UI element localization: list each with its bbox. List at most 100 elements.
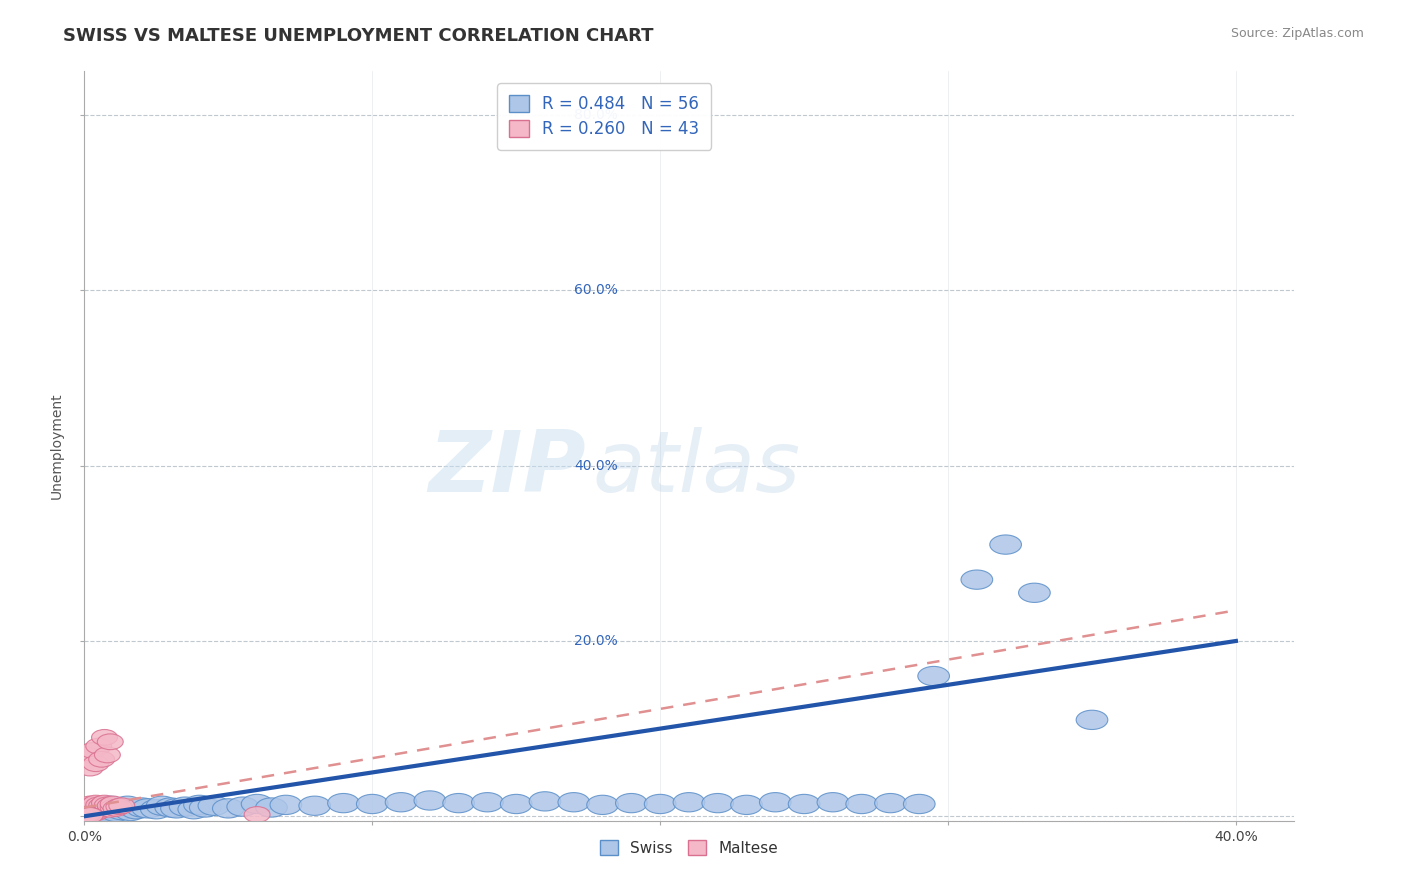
- Ellipse shape: [75, 806, 100, 822]
- Ellipse shape: [86, 803, 111, 819]
- Ellipse shape: [242, 795, 273, 814]
- Ellipse shape: [212, 798, 245, 818]
- Ellipse shape: [121, 799, 152, 819]
- Ellipse shape: [89, 797, 115, 814]
- Ellipse shape: [80, 799, 111, 819]
- Ellipse shape: [83, 756, 108, 772]
- Ellipse shape: [443, 794, 474, 813]
- Ellipse shape: [97, 801, 124, 817]
- Ellipse shape: [91, 803, 124, 822]
- Ellipse shape: [83, 796, 108, 811]
- Ellipse shape: [990, 535, 1022, 554]
- Ellipse shape: [962, 570, 993, 590]
- Ellipse shape: [115, 801, 146, 821]
- Ellipse shape: [89, 751, 115, 767]
- Ellipse shape: [644, 795, 676, 814]
- Ellipse shape: [127, 797, 157, 817]
- Ellipse shape: [89, 801, 115, 817]
- Ellipse shape: [97, 799, 129, 819]
- Ellipse shape: [94, 796, 127, 815]
- Ellipse shape: [72, 807, 97, 823]
- Ellipse shape: [918, 666, 949, 686]
- Ellipse shape: [471, 793, 503, 812]
- Ellipse shape: [77, 805, 103, 822]
- Ellipse shape: [245, 806, 270, 822]
- Ellipse shape: [91, 799, 118, 815]
- Ellipse shape: [94, 797, 121, 813]
- Ellipse shape: [169, 797, 201, 816]
- Ellipse shape: [501, 795, 531, 814]
- Text: atlas: atlas: [592, 427, 800, 510]
- Ellipse shape: [77, 796, 103, 812]
- Ellipse shape: [198, 796, 229, 815]
- Ellipse shape: [586, 796, 619, 814]
- Ellipse shape: [190, 797, 221, 817]
- Ellipse shape: [731, 796, 762, 814]
- Legend: Swiss, Maltese: Swiss, Maltese: [593, 833, 785, 862]
- Ellipse shape: [184, 796, 215, 814]
- Ellipse shape: [80, 804, 105, 820]
- Ellipse shape: [111, 796, 143, 815]
- Text: 80.0%: 80.0%: [574, 108, 619, 122]
- Ellipse shape: [97, 734, 124, 749]
- Ellipse shape: [77, 799, 103, 815]
- Ellipse shape: [103, 797, 135, 817]
- Text: 40.0%: 40.0%: [574, 458, 617, 473]
- Ellipse shape: [141, 799, 172, 819]
- Text: ZIP: ZIP: [429, 427, 586, 510]
- Text: 20.0%: 20.0%: [574, 634, 617, 648]
- Ellipse shape: [83, 798, 108, 814]
- Ellipse shape: [83, 804, 115, 823]
- Ellipse shape: [80, 743, 105, 758]
- Ellipse shape: [89, 801, 121, 821]
- Ellipse shape: [105, 798, 132, 814]
- Ellipse shape: [1076, 710, 1108, 730]
- Ellipse shape: [100, 796, 127, 812]
- Ellipse shape: [86, 739, 111, 754]
- Ellipse shape: [160, 798, 193, 818]
- Ellipse shape: [75, 802, 105, 822]
- Ellipse shape: [270, 796, 302, 814]
- Ellipse shape: [80, 800, 105, 816]
- Ellipse shape: [702, 794, 734, 813]
- Ellipse shape: [80, 797, 105, 813]
- Ellipse shape: [100, 799, 127, 815]
- Ellipse shape: [91, 730, 118, 746]
- Y-axis label: Unemployment: Unemployment: [51, 392, 65, 500]
- Ellipse shape: [72, 806, 97, 822]
- Ellipse shape: [77, 760, 103, 776]
- Ellipse shape: [94, 747, 121, 763]
- Text: 60.0%: 60.0%: [574, 284, 619, 297]
- Ellipse shape: [817, 793, 849, 812]
- Ellipse shape: [105, 800, 138, 820]
- Ellipse shape: [97, 797, 124, 814]
- Ellipse shape: [86, 797, 118, 817]
- Ellipse shape: [357, 795, 388, 814]
- Ellipse shape: [179, 799, 209, 819]
- Ellipse shape: [75, 747, 100, 763]
- Ellipse shape: [846, 795, 877, 814]
- Ellipse shape: [904, 795, 935, 814]
- Ellipse shape: [103, 800, 129, 816]
- Ellipse shape: [875, 794, 907, 813]
- Ellipse shape: [83, 802, 108, 818]
- Ellipse shape: [77, 803, 103, 819]
- Ellipse shape: [413, 791, 446, 810]
- Ellipse shape: [1018, 583, 1050, 602]
- Ellipse shape: [94, 800, 121, 816]
- Ellipse shape: [83, 805, 108, 821]
- Ellipse shape: [75, 805, 100, 821]
- Ellipse shape: [529, 792, 561, 811]
- Ellipse shape: [385, 793, 418, 812]
- Ellipse shape: [146, 796, 179, 815]
- Ellipse shape: [86, 797, 111, 813]
- Ellipse shape: [100, 802, 132, 822]
- Ellipse shape: [616, 794, 647, 813]
- Ellipse shape: [256, 797, 287, 817]
- Ellipse shape: [86, 799, 111, 815]
- Ellipse shape: [91, 796, 118, 811]
- Ellipse shape: [77, 807, 103, 823]
- Ellipse shape: [299, 796, 330, 815]
- Ellipse shape: [759, 793, 792, 812]
- Ellipse shape: [328, 794, 360, 813]
